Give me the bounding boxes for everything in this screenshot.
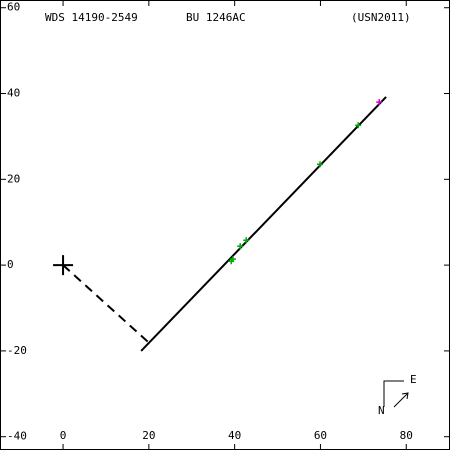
x-tick-label: 0 [60, 429, 67, 442]
x-tick-label: 60 [314, 429, 327, 442]
x-tick-label: 20 [142, 429, 155, 442]
primary-star [53, 255, 74, 276]
chart-subtitle: BU 1246AC [186, 11, 246, 24]
compass-arrowhead [401, 392, 409, 400]
point [317, 161, 324, 168]
annotation: (USN2011) [351, 11, 411, 24]
point [243, 237, 250, 244]
y-tick-label: 0 [7, 258, 14, 271]
chart-title: WDS 14190-2549 [45, 11, 138, 24]
point [376, 99, 383, 106]
y-tick-label: 60 [7, 1, 20, 14]
compass-arrow [393, 392, 409, 408]
point [229, 256, 236, 263]
y-tick-label: -20 [7, 344, 27, 357]
dashed-line [62, 264, 149, 343]
y-tick-label: 20 [7, 172, 20, 185]
compass [383, 380, 409, 408]
x-tick-label: 80 [400, 429, 413, 442]
point [355, 122, 362, 129]
motion-line [140, 96, 387, 352]
compass-east: E [410, 373, 417, 386]
compass-north: N [378, 404, 385, 417]
y-tick-label: -40 [7, 430, 27, 443]
x-tick-label: 40 [228, 429, 241, 442]
compass-axes [383, 380, 404, 407]
y-tick-label: 40 [7, 87, 20, 100]
point [237, 243, 244, 250]
